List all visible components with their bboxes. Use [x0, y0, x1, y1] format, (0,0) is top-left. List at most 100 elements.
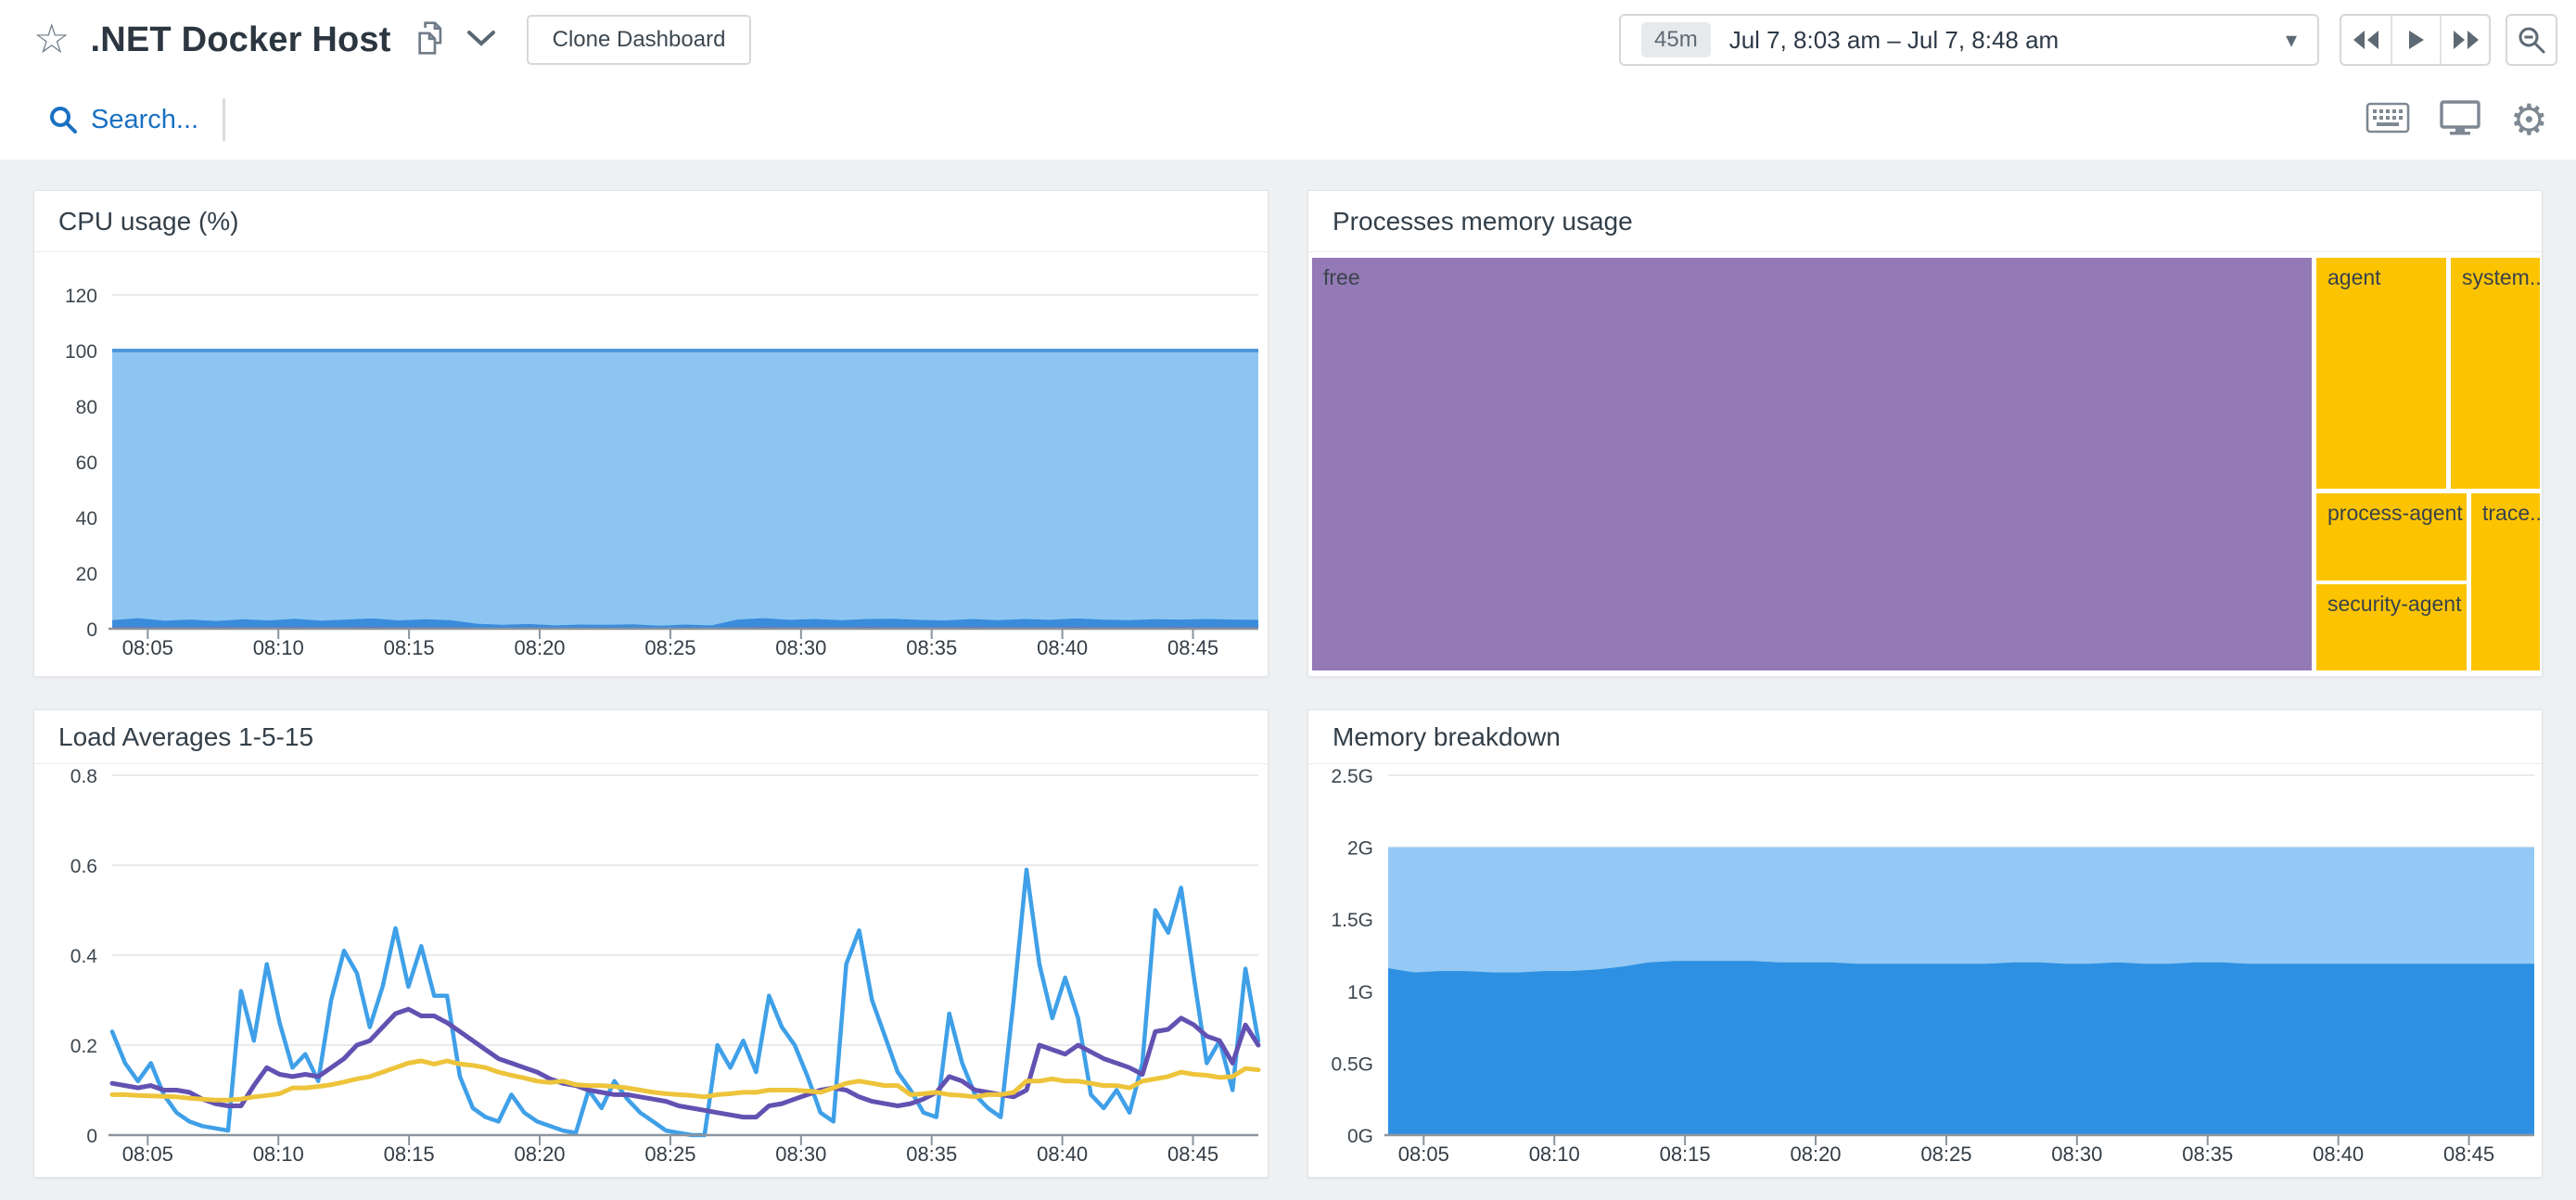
treemap-label: security-agent: [2327, 592, 2462, 616]
clone-dashboard-button[interactable]: Clone Dashboard: [526, 15, 752, 65]
display-icon[interactable]: [2440, 99, 2480, 140]
top-bar: ☆ .NET Docker Host Clone Dashboard 45m J…: [0, 0, 2576, 80]
panel-header: Processes memory usage: [1308, 191, 2542, 252]
treemap-label: system...: [2462, 265, 2540, 289]
svg-text:08:25: 08:25: [1920, 1143, 1971, 1166]
svg-text:08:05: 08:05: [1398, 1143, 1449, 1166]
svg-text:08:20: 08:20: [514, 636, 565, 659]
zoom-out-icon: [2519, 27, 2545, 54]
search-bar: Search... ⚙: [0, 80, 2576, 160]
copy-icon[interactable]: [415, 19, 449, 61]
treemap-block-free[interactable]: free: [1312, 258, 2312, 670]
time-range-selector[interactable]: 45m Jul 7, 8:03 am – Jul 7, 8:48 am ▾: [1619, 14, 2319, 66]
panel-header: Load Averages 1-5-15: [34, 710, 1268, 764]
svg-text:0.6: 0.6: [70, 856, 97, 877]
svg-text:60: 60: [76, 453, 97, 474]
svg-text:08:20: 08:20: [514, 1143, 565, 1166]
svg-text:08:30: 08:30: [2051, 1143, 2102, 1166]
svg-text:08:40: 08:40: [1037, 636, 1088, 659]
svg-text:08:15: 08:15: [384, 636, 435, 659]
svg-text:0.2: 0.2: [70, 1036, 97, 1057]
svg-text:1.5G: 1.5G: [1331, 910, 1373, 931]
search-divider: [223, 98, 226, 141]
panel-header: CPU usage (%): [34, 191, 1268, 252]
treemap-block-system[interactable]: system...: [2451, 258, 2540, 489]
search-placeholder: Search...: [91, 104, 199, 134]
search-icon: [50, 107, 77, 134]
svg-text:20: 20: [76, 564, 97, 585]
gear-icon[interactable]: ⚙: [2509, 96, 2548, 144]
svg-text:08:15: 08:15: [384, 1143, 435, 1166]
treemap-block-process-agent[interactable]: process-agent: [2316, 493, 2467, 581]
panel-load-averages: Load Averages 1-5-15 0 0.2 0.4 0.6 0.8 08:05 0…: [33, 709, 1269, 1178]
svg-text:08:30: 08:30: [775, 1143, 826, 1166]
rewind-button[interactable]: [2341, 16, 2391, 64]
svg-text:08:05: 08:05: [122, 1143, 173, 1166]
keyboard-icon[interactable]: [2366, 102, 2410, 138]
svg-text:0.8: 0.8: [70, 766, 97, 787]
panel-header: Memory breakdown: [1308, 710, 2542, 764]
treemap-block-agent[interactable]: agent: [2316, 258, 2446, 489]
fast-forward-icon: [2453, 31, 2479, 49]
svg-text:0: 0: [86, 1126, 97, 1147]
panel-title-load-averages: Load Averages 1-5-15: [58, 721, 314, 751]
svg-text:1G: 1G: [1347, 982, 1373, 1003]
svg-text:08:45: 08:45: [1167, 636, 1218, 659]
star-icon[interactable]: ☆: [33, 17, 70, 62]
svg-text:08:35: 08:35: [906, 1143, 957, 1166]
svg-text:120: 120: [65, 286, 97, 307]
treemap-label: process-agent: [2327, 501, 2463, 525]
treemap-label: free: [1323, 265, 1360, 289]
dropdown-caret-icon: ▾: [2285, 27, 2297, 53]
play-button[interactable]: [2391, 16, 2440, 64]
treemap-label: agent: [2327, 265, 2381, 289]
svg-text:0: 0: [86, 619, 97, 641]
dashboard-grid: CPU usage (%) 0 20 40 60 80 100 120 08:05 08:10 0…: [0, 160, 2576, 1178]
svg-text:2.5G: 2.5G: [1331, 766, 1373, 787]
panel-memory-breakdown: Memory breakdown 0G 0.5G 1G 1.5G 2G 2.5G 08:05…: [1307, 709, 2543, 1178]
svg-text:2G: 2G: [1347, 838, 1373, 860]
fast-forward-button[interactable]: [2440, 16, 2489, 64]
zoom-out-button[interactable]: [2506, 14, 2557, 66]
svg-text:08:10: 08:10: [253, 636, 304, 659]
panel-cpu-usage: CPU usage (%) 0 20 40 60 80 100 120 08:05 08:10 0…: [33, 190, 1269, 677]
treemap-block-security-agent[interactable]: security-agent: [2316, 584, 2467, 670]
panel-processes-memory: Processes memory usage free agent system..…: [1307, 190, 2543, 677]
svg-text:08:45: 08:45: [2443, 1143, 2494, 1166]
cpu-usage-chart[interactable]: 0 20 40 60 80 100 120 08:05 08:10 08:15 08:20 08:25…: [34, 252, 1268, 677]
svg-text:08:35: 08:35: [2182, 1143, 2233, 1166]
processes-memory-treemap[interactable]: free agent system... process-agent trace... s…: [1308, 252, 2542, 676]
memory-breakdown-chart[interactable]: 0G 0.5G 1G 1.5G 2G 2.5G 08:05 08:10 08:15 08:20 08…: [1308, 764, 2542, 1178]
svg-text:08:20: 08:20: [1790, 1143, 1841, 1166]
panel-title-memory-breakdown: Memory breakdown: [1333, 721, 1561, 751]
time-range-preset-badge: 45m: [1641, 22, 1711, 57]
svg-text:0G: 0G: [1347, 1126, 1373, 1147]
play-icon: [2408, 31, 2424, 49]
time-range-text: Jul 7, 8:03 am – Jul 7, 8:48 am: [1728, 25, 2060, 54]
svg-text:08:30: 08:30: [775, 636, 826, 659]
svg-text:40: 40: [76, 508, 97, 530]
search-input[interactable]: Search...: [48, 105, 198, 135]
svg-text:0.4: 0.4: [70, 946, 98, 967]
svg-text:08:35: 08:35: [906, 636, 957, 659]
time-controls: 45m Jul 7, 8:03 am – Jul 7, 8:48 am ▾: [1619, 14, 2557, 66]
panel-title-processes-memory: Processes memory usage: [1333, 206, 1633, 236]
rewind-icon: [2353, 31, 2378, 49]
load-averages-chart[interactable]: 0 0.2 0.4 0.6 0.8 08:05 08:10 08:15 08:20 08:25 08…: [34, 764, 1268, 1178]
svg-text:08:45: 08:45: [1167, 1143, 1218, 1166]
treemap-block-trace[interactable]: trace...: [2471, 493, 2540, 670]
chevron-down-icon[interactable]: [465, 28, 497, 53]
time-step-buttons: [2340, 14, 2491, 66]
svg-text:08:25: 08:25: [644, 1143, 695, 1166]
page-title[interactable]: .NET Docker Host: [90, 19, 391, 59]
svg-text:0.5G: 0.5G: [1331, 1053, 1373, 1075]
svg-text:80: 80: [76, 397, 97, 418]
svg-text:08:40: 08:40: [1037, 1143, 1088, 1166]
svg-text:08:25: 08:25: [644, 636, 695, 659]
svg-text:08:15: 08:15: [1660, 1143, 1711, 1166]
svg-text:08:05: 08:05: [122, 636, 173, 659]
svg-text:08:10: 08:10: [1529, 1143, 1580, 1166]
svg-text:08:40: 08:40: [2313, 1143, 2364, 1166]
treemap-label: trace...: [2482, 501, 2540, 525]
panel-title-cpu: CPU usage (%): [58, 206, 239, 236]
